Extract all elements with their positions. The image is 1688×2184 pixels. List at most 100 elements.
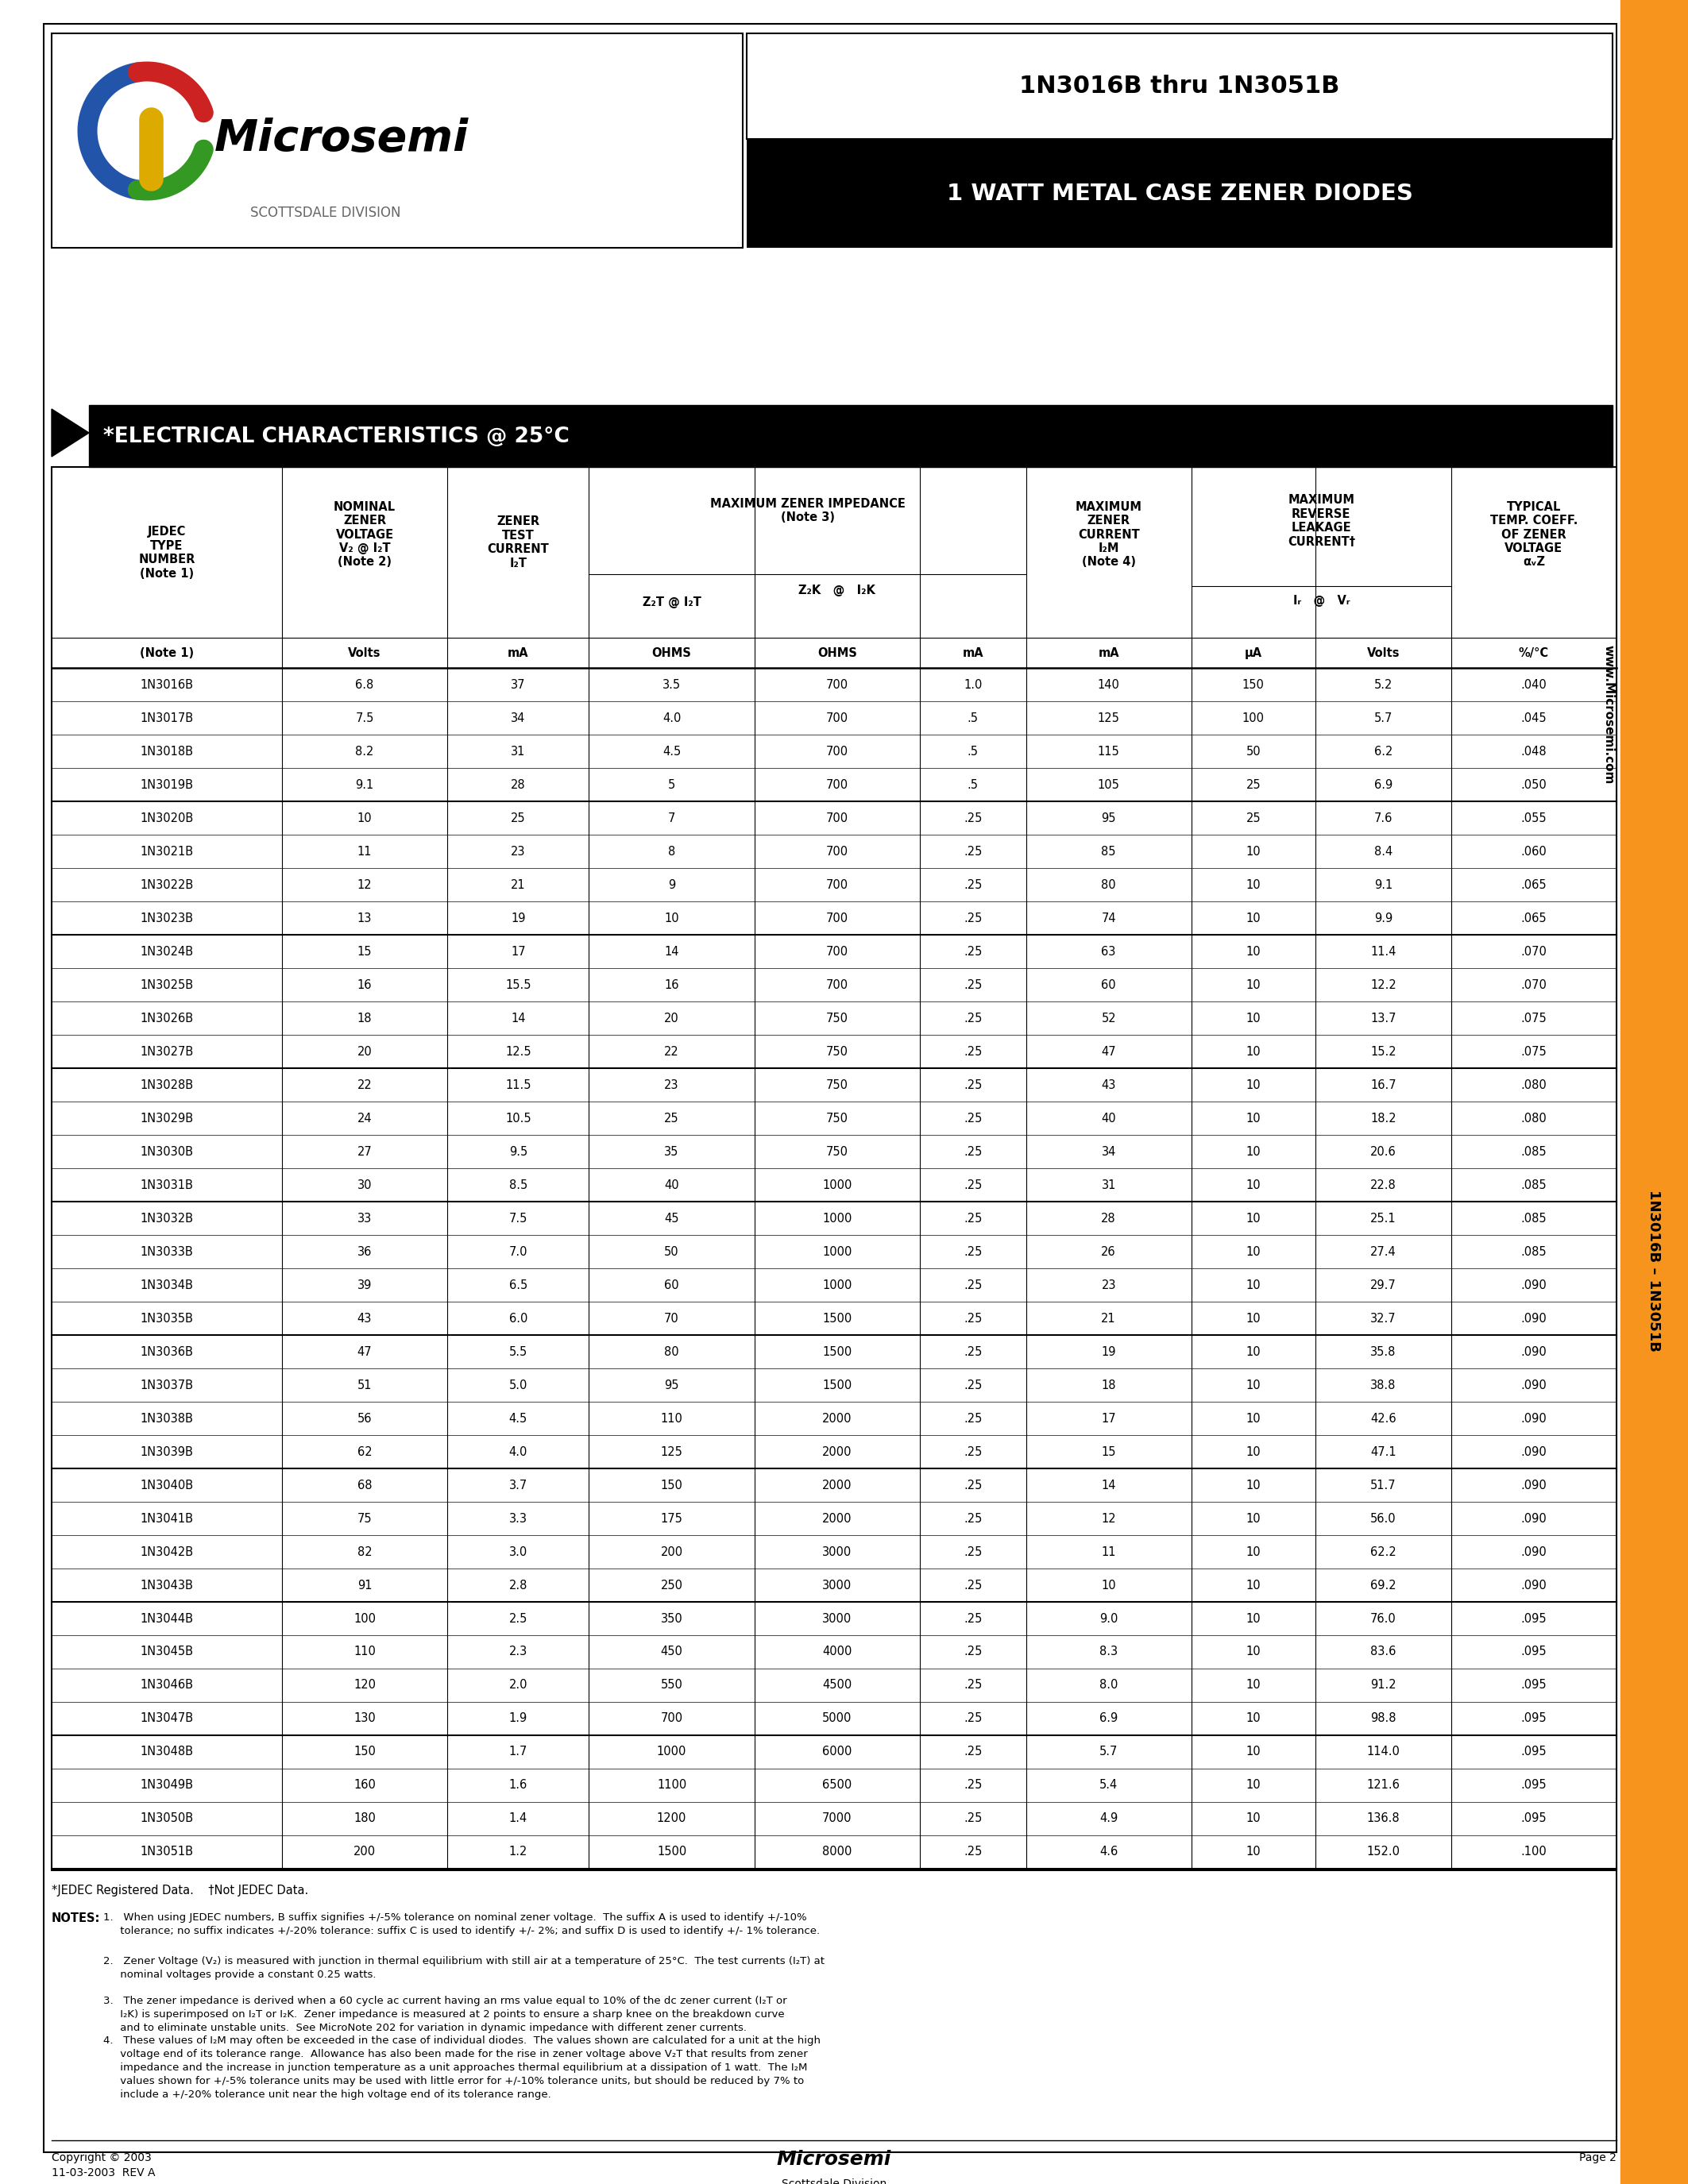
Text: 1.7: 1.7 — [508, 1745, 527, 1758]
Text: Page 2: Page 2 — [1580, 2151, 1617, 2164]
Text: 550: 550 — [660, 1679, 682, 1690]
Text: .090: .090 — [1521, 1446, 1546, 1457]
Text: 1N3018B: 1N3018B — [140, 745, 194, 758]
Text: mA: mA — [508, 646, 528, 660]
Text: 60: 60 — [1101, 978, 1116, 992]
Text: 4.5: 4.5 — [508, 1413, 527, 1424]
Text: 68: 68 — [358, 1479, 371, 1492]
Text: 700: 700 — [825, 780, 847, 791]
Text: 18: 18 — [1101, 1378, 1116, 1391]
Text: 1N3037B: 1N3037B — [140, 1378, 194, 1391]
Text: 6.8: 6.8 — [356, 679, 373, 690]
Text: 14: 14 — [511, 1011, 525, 1024]
Text: 14: 14 — [665, 946, 679, 957]
Text: 82: 82 — [358, 1546, 371, 1557]
Text: 700: 700 — [825, 745, 847, 758]
Text: 1N3016B thru 1N3051B: 1N3016B thru 1N3051B — [1020, 74, 1340, 98]
Text: 1N3016B – 1N3051B: 1N3016B – 1N3051B — [1647, 1190, 1661, 1352]
Text: 1N3039B: 1N3039B — [140, 1446, 194, 1457]
Text: 10: 10 — [1246, 1079, 1261, 1090]
Text: 24: 24 — [358, 1112, 371, 1125]
Text: .25: .25 — [964, 1378, 982, 1391]
Text: 51.7: 51.7 — [1371, 1479, 1396, 1492]
Text: Microsemi: Microsemi — [776, 2149, 891, 2169]
Text: 3.3: 3.3 — [510, 1514, 527, 1524]
Text: 1000: 1000 — [657, 1745, 687, 1758]
Text: 1500: 1500 — [822, 1313, 852, 1324]
Text: 1N3044B: 1N3044B — [140, 1612, 194, 1625]
Text: 28: 28 — [511, 780, 525, 791]
Text: 6.0: 6.0 — [508, 1313, 527, 1324]
Text: 15: 15 — [1101, 1446, 1116, 1457]
Text: 1N3035B: 1N3035B — [140, 1313, 194, 1324]
Text: 1000: 1000 — [822, 1245, 852, 1258]
Text: 200: 200 — [660, 1546, 684, 1557]
Text: Z₂K   @   I₂K: Z₂K @ I₂K — [798, 583, 876, 596]
Text: .090: .090 — [1521, 1579, 1546, 1592]
Text: 2.   Zener Voltage (V₂) is measured with junction in thermal equilibrium with st: 2. Zener Voltage (V₂) is measured with j… — [103, 1957, 824, 1981]
Text: 1N3048B: 1N3048B — [140, 1745, 194, 1758]
Bar — [1620, 0, 1688, 2184]
Text: 1N3050B: 1N3050B — [140, 1813, 194, 1824]
Text: .070: .070 — [1521, 978, 1546, 992]
Text: .090: .090 — [1521, 1514, 1546, 1524]
Text: .075: .075 — [1521, 1046, 1546, 1057]
Text: 19: 19 — [1101, 1345, 1116, 1358]
Text: 15.5: 15.5 — [505, 978, 532, 992]
Text: 34: 34 — [1101, 1147, 1116, 1158]
Bar — [52, 33, 743, 247]
Text: 150: 150 — [1242, 679, 1264, 690]
Text: 12.2: 12.2 — [1371, 978, 1396, 992]
Text: 75: 75 — [358, 1514, 371, 1524]
Text: 6500: 6500 — [822, 1780, 852, 1791]
Text: Volts: Volts — [348, 646, 381, 660]
Text: 10: 10 — [1246, 878, 1261, 891]
Text: 8.5: 8.5 — [508, 1179, 527, 1190]
Text: 10: 10 — [1246, 1446, 1261, 1457]
Text: 1 WATT METAL CASE ZENER DIODES: 1 WATT METAL CASE ZENER DIODES — [947, 183, 1413, 205]
Text: 10: 10 — [1246, 1280, 1261, 1291]
Text: Z₂T @ I₂T: Z₂T @ I₂T — [643, 596, 701, 607]
Text: 125: 125 — [1097, 712, 1119, 723]
Text: 10: 10 — [1101, 1579, 1116, 1592]
Text: 2000: 2000 — [822, 1446, 852, 1457]
Text: 45: 45 — [665, 1212, 679, 1225]
Text: 10: 10 — [1246, 1179, 1261, 1190]
Bar — [89, 404, 1612, 467]
Text: Volts: Volts — [1367, 646, 1399, 660]
Text: 350: 350 — [660, 1612, 682, 1625]
Text: 6000: 6000 — [822, 1745, 852, 1758]
Text: 11.5: 11.5 — [505, 1079, 532, 1090]
Text: .25: .25 — [964, 1813, 982, 1824]
Text: 23: 23 — [1101, 1280, 1116, 1291]
Text: 1N3016B: 1N3016B — [140, 679, 194, 690]
Text: 700: 700 — [825, 978, 847, 992]
Text: 27.4: 27.4 — [1371, 1245, 1396, 1258]
Text: 9.9: 9.9 — [1374, 913, 1393, 924]
Text: 1N3024B: 1N3024B — [140, 946, 194, 957]
Text: .095: .095 — [1521, 1712, 1546, 1725]
Text: 80: 80 — [665, 1345, 679, 1358]
Text: 31: 31 — [1101, 1179, 1116, 1190]
Text: 10: 10 — [1246, 1579, 1261, 1592]
Text: www.Microsemi.com: www.Microsemi.com — [1602, 644, 1614, 784]
Text: 1N3042B: 1N3042B — [140, 1546, 194, 1557]
Text: .065: .065 — [1521, 878, 1546, 891]
Text: 13.7: 13.7 — [1371, 1011, 1396, 1024]
Text: 10: 10 — [1246, 1745, 1261, 1758]
Text: 1N3032B: 1N3032B — [140, 1212, 194, 1225]
Text: 1N3034B: 1N3034B — [140, 1280, 194, 1291]
Text: .085: .085 — [1521, 1179, 1546, 1190]
Bar — [746, 140, 1612, 247]
Text: 10: 10 — [1246, 1112, 1261, 1125]
Text: 47.1: 47.1 — [1371, 1446, 1396, 1457]
Bar — [746, 33, 1612, 140]
Text: 750: 750 — [825, 1112, 847, 1125]
Text: 110: 110 — [353, 1647, 376, 1658]
Text: %/°C: %/°C — [1519, 646, 1550, 660]
Text: 28: 28 — [1101, 1212, 1116, 1225]
Text: 40: 40 — [665, 1179, 679, 1190]
Text: 12: 12 — [358, 878, 371, 891]
Text: 100: 100 — [1242, 712, 1264, 723]
Text: 85: 85 — [1101, 845, 1116, 858]
